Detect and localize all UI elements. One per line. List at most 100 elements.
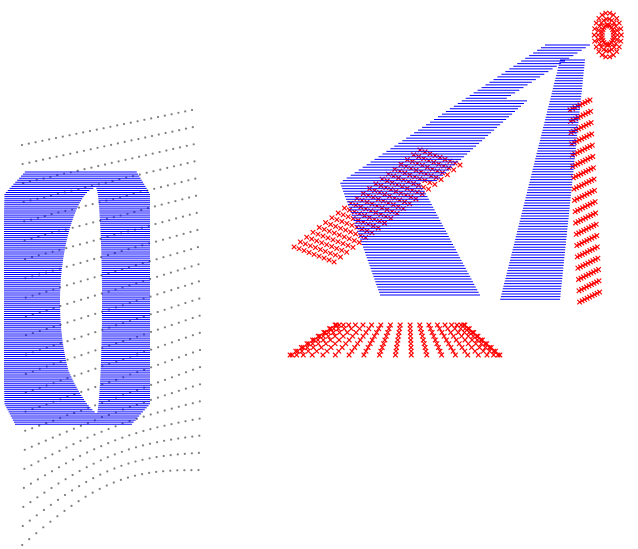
grid-dot <box>87 351 90 354</box>
grid-dot <box>197 280 200 283</box>
grid-dot <box>173 182 176 185</box>
grid-dot <box>123 140 126 143</box>
grid-dot <box>120 450 123 453</box>
grid-dot <box>181 198 184 201</box>
grid-dot <box>103 145 106 148</box>
grid-dot <box>171 130 174 133</box>
grid-dot <box>197 468 200 472</box>
grid-dot <box>107 427 110 431</box>
grid-dot <box>161 221 164 224</box>
grid-dot <box>183 452 186 455</box>
grid-dot <box>79 280 82 283</box>
cross-marker <box>328 344 334 351</box>
grid-dot <box>187 179 190 182</box>
cross-marker <box>420 337 426 343</box>
cross-marker <box>596 48 602 55</box>
cross-marker <box>340 322 346 328</box>
cross-marker <box>291 244 297 250</box>
cross-marker <box>575 276 582 283</box>
grid-dot <box>176 269 179 272</box>
grid-dot <box>160 203 163 206</box>
cross-marker <box>346 236 352 242</box>
grid-dot <box>49 503 53 506</box>
grid-dot <box>65 446 68 449</box>
cross-marker <box>347 229 354 235</box>
grid-dot <box>190 452 193 455</box>
cross-marker <box>346 322 352 328</box>
cross-marker <box>471 329 477 336</box>
grid-dot <box>155 470 158 473</box>
grid-dot <box>169 469 172 472</box>
cross-marker <box>450 348 456 354</box>
cross-marker <box>417 322 423 328</box>
grid-dot <box>29 501 32 504</box>
grid-dot <box>92 239 95 242</box>
grid-dot <box>176 252 179 255</box>
grid-dot <box>184 127 188 130</box>
grid-dot <box>79 424 82 427</box>
cross-marker <box>397 322 403 328</box>
grid-dot <box>148 471 151 474</box>
grid-dot <box>72 245 75 248</box>
cross-marker <box>327 250 334 256</box>
grid-dot <box>152 170 155 173</box>
grid-dot <box>198 314 201 317</box>
cross-marker <box>332 341 338 347</box>
cross-marker <box>352 322 359 328</box>
grid-dot <box>122 122 126 126</box>
grid-dot <box>172 147 175 150</box>
grid-dot <box>188 196 191 199</box>
cross-marker <box>607 10 613 16</box>
grid-dot <box>38 424 41 427</box>
cross-marker <box>321 255 327 261</box>
grid-dot <box>168 236 171 239</box>
grid-dot <box>179 163 182 166</box>
grid-dot <box>178 129 181 132</box>
grid-dot <box>184 403 187 406</box>
grid-dot <box>94 367 97 370</box>
cross-marker <box>424 352 430 358</box>
cross-marker <box>425 186 432 192</box>
grid-dot <box>191 402 194 405</box>
grid-dot <box>170 289 173 292</box>
grid-dot <box>186 162 189 165</box>
grid-dot <box>162 256 165 259</box>
cross-marker <box>322 248 329 255</box>
grid-dot <box>93 448 96 451</box>
grid-dot <box>141 473 144 476</box>
cross-marker <box>339 247 345 253</box>
grid-dot <box>148 442 152 445</box>
grid-dot <box>156 275 159 278</box>
grid-dot <box>106 470 109 473</box>
grid-dot <box>170 341 174 344</box>
grid-dot <box>63 493 67 497</box>
grid-dot <box>72 443 75 446</box>
grid-dot <box>184 319 187 322</box>
grid-dot <box>94 349 97 352</box>
cross-marker <box>322 219 329 226</box>
cross-marker <box>373 181 379 187</box>
grid-dot <box>65 284 69 287</box>
grid-dot <box>66 321 69 324</box>
cross-marker <box>618 38 624 44</box>
grid-dot <box>156 310 159 314</box>
grid-dot <box>37 442 40 445</box>
grid-dot <box>92 477 95 480</box>
cross-marker <box>336 329 343 336</box>
red-cross-lobe <box>591 10 624 60</box>
cross-marker <box>361 352 367 358</box>
grid-dot <box>100 445 103 448</box>
grid-dot <box>177 356 181 359</box>
grid-dot <box>22 486 25 489</box>
cross-marker <box>479 337 486 343</box>
grid-dot <box>57 482 60 485</box>
cross-marker <box>312 244 319 251</box>
cross-marker <box>435 344 442 351</box>
grid-dot <box>163 114 166 117</box>
grid-dot <box>94 385 97 389</box>
grid-dot <box>36 496 39 499</box>
grid-dot <box>194 177 197 180</box>
cross-marker <box>302 241 309 247</box>
cross-marker <box>345 214 351 220</box>
